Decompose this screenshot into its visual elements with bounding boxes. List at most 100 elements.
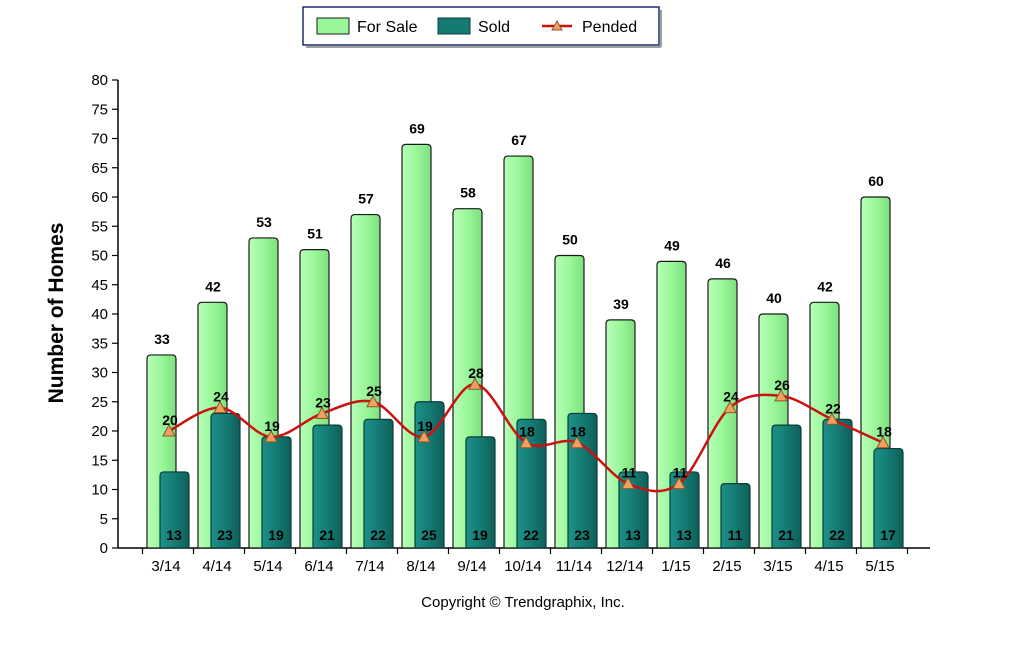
legend-label: Pended xyxy=(582,19,637,36)
pended-value-label: 19 xyxy=(417,418,433,434)
y-tick-label: 20 xyxy=(91,423,108,440)
pended-marker xyxy=(570,435,584,449)
y-tick-label: 15 xyxy=(91,452,108,469)
pended-value-label: 26 xyxy=(774,377,790,393)
y-tick-label: 5 xyxy=(100,511,108,528)
pended-value-label: 28 xyxy=(468,365,484,381)
for-sale-value-label: 57 xyxy=(358,191,374,207)
pended-marker xyxy=(621,476,635,490)
sold-value-label: 22 xyxy=(523,527,539,543)
x-tick-label: 7/14 xyxy=(355,558,384,575)
sold-bar xyxy=(669,471,700,549)
pended-marker xyxy=(315,406,329,419)
pended-value-label: 24 xyxy=(213,389,229,405)
for-sale-value-label: 46 xyxy=(715,255,731,271)
sold-value-label: 23 xyxy=(217,527,233,543)
sold-value-label: 13 xyxy=(625,527,641,543)
x-tick-label: 5/14 xyxy=(253,558,282,575)
sold-bar xyxy=(873,447,904,549)
pended-marker xyxy=(417,429,431,443)
x-tick-label: 1/15 xyxy=(661,558,690,575)
pended-value-label: 20 xyxy=(162,412,178,428)
pended-marker xyxy=(876,435,890,449)
sold-value-label: 19 xyxy=(472,527,488,543)
sold-bar xyxy=(822,418,853,549)
for-sale-value-label: 60 xyxy=(868,173,884,189)
for-sale-value-label: 49 xyxy=(664,237,680,253)
pended-marker xyxy=(825,412,839,425)
for-sale-bar xyxy=(707,278,738,549)
pended-marker xyxy=(162,423,176,437)
legend: For Sale Sold Pended xyxy=(302,6,662,48)
x-tick-label: 9/14 xyxy=(457,558,486,575)
for-sale-value-label: 58 xyxy=(460,185,476,201)
pended-marker xyxy=(468,377,482,390)
y-tick-label: 25 xyxy=(91,394,108,411)
legend-label: Sold xyxy=(478,19,510,36)
for-sale-value-label: 51 xyxy=(307,226,323,242)
for-sale-value-label: 53 xyxy=(256,214,272,230)
pended-value-label: 22 xyxy=(825,400,841,416)
for-sale-value-label: 69 xyxy=(409,120,425,136)
y-tick-label: 10 xyxy=(91,482,108,499)
sold-bar xyxy=(771,424,802,549)
y-tick-label: 50 xyxy=(91,248,108,265)
sold-value-label: 19 xyxy=(268,527,284,543)
pended-value-label: 18 xyxy=(570,424,586,440)
pended-value-label: 24 xyxy=(723,389,739,405)
pended-value-label: 18 xyxy=(519,424,535,440)
y-tick-label: 40 xyxy=(91,306,108,323)
x-tick-label: 12/14 xyxy=(606,558,644,575)
sold-bar xyxy=(465,436,496,549)
sold-value-label: 25 xyxy=(421,527,437,543)
x-tick-label: 8/14 xyxy=(406,558,435,575)
legend-marker xyxy=(551,19,563,31)
y-axis-title: Number of Homes xyxy=(45,223,68,404)
sold-bar xyxy=(312,424,343,549)
pended-value-label: 19 xyxy=(264,418,280,434)
x-tick-label: 6/14 xyxy=(304,558,333,575)
pended-value-label: 11 xyxy=(673,465,688,481)
sold-value-label: 23 xyxy=(574,527,590,543)
y-tick-label: 70 xyxy=(91,131,108,148)
sold-value-label: 13 xyxy=(166,527,182,543)
for-sale-value-label: 40 xyxy=(766,290,782,306)
pended-marker xyxy=(213,400,227,414)
x-tick-label: 10/14 xyxy=(504,558,542,575)
sold-value-label: 17 xyxy=(880,527,896,543)
x-tick-label: 3/14 xyxy=(151,558,180,575)
for-sale-value-label: 42 xyxy=(817,278,833,294)
pended-value-label: 23 xyxy=(315,394,331,410)
sold-bar xyxy=(261,436,292,549)
y-tick-label: 30 xyxy=(91,365,108,382)
for-sale-value-label: 50 xyxy=(562,232,578,248)
y-tick-label: 0 xyxy=(100,540,108,557)
for-sale-value-label: 39 xyxy=(613,296,629,312)
sold-bar xyxy=(618,471,649,549)
sold-bar xyxy=(159,471,190,549)
y-tick-label: 45 xyxy=(91,277,108,294)
pended-value-label: 18 xyxy=(876,424,892,440)
pended-marker xyxy=(366,394,380,408)
plot-area: 0 5 10 15 20 25 30 35 40 45 50 55 60 65 70 75 80 3/14 4/14… xyxy=(91,72,930,575)
sold-bar xyxy=(516,418,547,549)
x-tick-label: 5/15 xyxy=(865,558,894,575)
legend-box xyxy=(302,6,660,46)
pended-value-label: 25 xyxy=(366,383,382,399)
y-tick-label: 60 xyxy=(91,189,108,206)
legend-label: For Sale xyxy=(357,19,418,36)
for-sale-value-label: 67 xyxy=(511,132,527,148)
x-tick-label: 11/14 xyxy=(556,558,592,575)
y-tick-label: 75 xyxy=(91,101,108,118)
copyright-footer: Copyright © Trendgraphix, Inc. xyxy=(421,594,625,611)
sold-bar xyxy=(720,483,751,549)
pended-marker xyxy=(264,429,278,443)
pended-marker xyxy=(723,400,737,414)
y-tick-label: 80 xyxy=(91,72,108,89)
x-tick-label: 4/15 xyxy=(814,558,843,575)
pended-marker xyxy=(519,435,533,449)
legend-swatch xyxy=(316,17,350,35)
sold-value-label: 22 xyxy=(829,527,845,543)
sold-value-label: 22 xyxy=(370,527,386,543)
x-tick-label: 2/15 xyxy=(712,558,741,575)
